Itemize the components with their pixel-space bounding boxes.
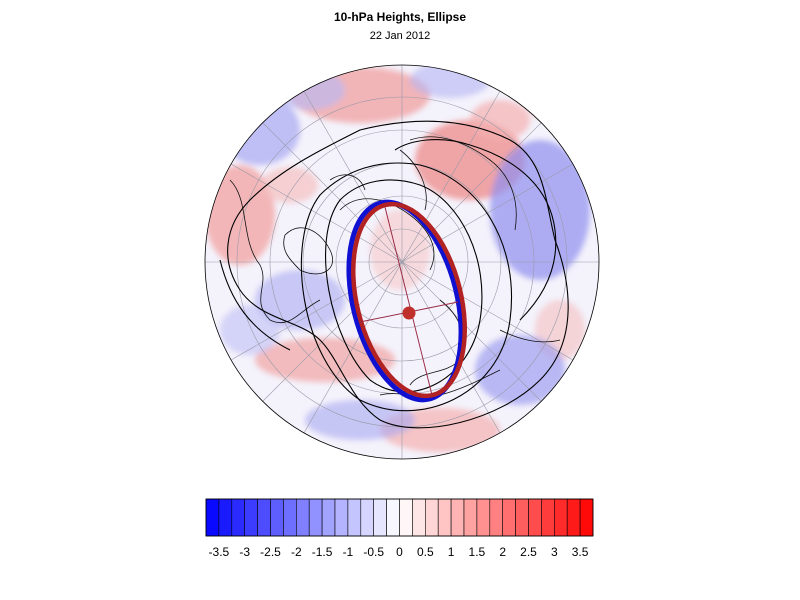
colorbar-swatch xyxy=(515,498,529,537)
ellipse-major-axis xyxy=(384,206,433,396)
colorbar-tick-label: 0 xyxy=(396,545,403,559)
colorbar-tick-label: 2.5 xyxy=(520,545,537,559)
colorbar-tick-label: 3 xyxy=(551,545,558,559)
colorbar-swatch xyxy=(308,498,323,537)
colorbar-swatch xyxy=(566,498,581,537)
colorbar-swatch xyxy=(476,498,491,537)
colorbar-tick-label: 2 xyxy=(499,545,506,559)
colorbar-swatch xyxy=(489,498,503,537)
colorbar-swatch xyxy=(528,498,542,537)
colorbar-swatch xyxy=(334,498,349,537)
colorbar-swatch xyxy=(553,498,568,537)
fitted-ellipse xyxy=(351,201,467,399)
colorbar-frame xyxy=(205,498,594,537)
colorbar-tick-label: -3.5 xyxy=(209,545,230,559)
colorbar-swatch xyxy=(424,498,439,537)
colorbar-swatch xyxy=(437,498,452,537)
colorbar-tick-label: -2.5 xyxy=(260,545,281,559)
colorbar-tick-label: -1 xyxy=(343,545,354,559)
colorbar-swatch xyxy=(257,498,271,537)
observed-ellipse xyxy=(346,199,464,403)
colorbar-swatch xyxy=(360,498,374,537)
anomaly-field xyxy=(205,65,599,459)
colorbar-swatch xyxy=(347,498,362,537)
colorbar-tick-label: 3.5 xyxy=(572,545,589,559)
colorbar-swatch xyxy=(295,498,310,537)
colorbar-swatch xyxy=(386,498,400,537)
colorbar-swatch xyxy=(373,498,387,537)
colorbar-swatch xyxy=(205,498,220,537)
map-date: 22 Jan 2012 xyxy=(369,30,431,42)
colorbar-swatch xyxy=(412,498,426,537)
colorbar-swatch xyxy=(321,498,336,537)
colorbar-swatch xyxy=(541,498,555,537)
colorbar-tick-label: -1.5 xyxy=(312,545,333,559)
colorbar-tick-label: -3 xyxy=(239,545,250,559)
colorbar-tick-label: 1.5 xyxy=(469,545,486,559)
colorbar-tick-label: -2 xyxy=(291,545,302,559)
colorbar-swatch xyxy=(218,498,233,537)
height-contours xyxy=(219,120,569,429)
colorbar-swatch xyxy=(502,498,516,537)
colorbar-tick-label: -0.5 xyxy=(363,545,384,559)
map-boundary xyxy=(204,64,600,460)
colorbar-swatch xyxy=(231,498,246,537)
colorbar-swatch xyxy=(579,498,594,537)
colorbar-tick-label: 0.5 xyxy=(417,545,434,559)
colorbar-swatch xyxy=(270,498,284,537)
colorbar-swatch xyxy=(450,498,465,537)
graticule xyxy=(205,65,599,459)
vortex-center-marker xyxy=(402,306,416,320)
colorbar-swatch xyxy=(283,498,297,537)
colorbar-tick-label: 1 xyxy=(448,545,455,559)
map-title: 10-hPa Heights, Ellipse xyxy=(333,10,467,24)
colorbar-swatch xyxy=(399,498,413,537)
colorbar-swatch xyxy=(244,498,258,537)
colorbar-swatch xyxy=(463,498,478,537)
